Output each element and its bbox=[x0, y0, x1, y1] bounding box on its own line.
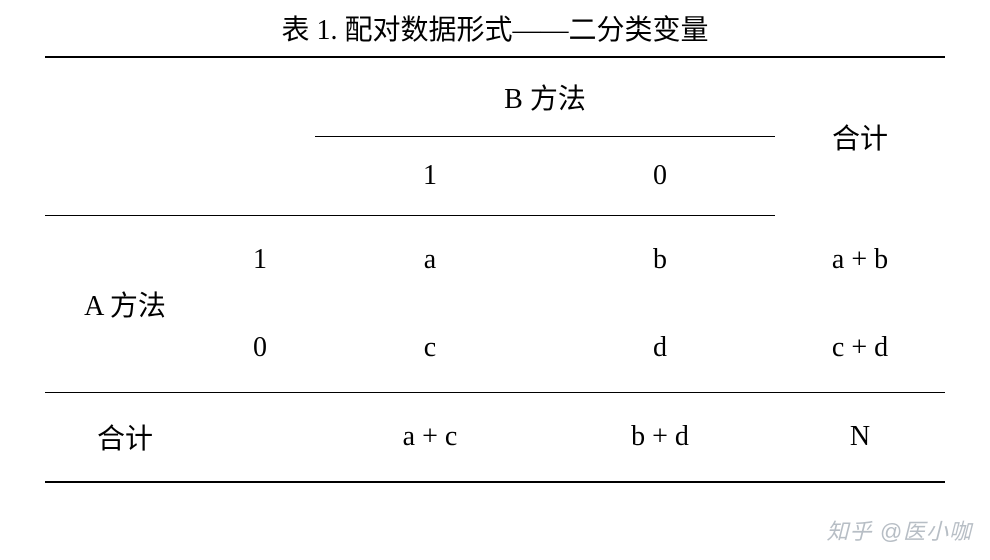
cell-c-plus-d: c + d bbox=[775, 304, 945, 393]
cell-c: c bbox=[315, 304, 545, 393]
blank-cell bbox=[45, 57, 205, 137]
blank-cell bbox=[205, 57, 315, 137]
row-header-a-zero: 0 bbox=[205, 304, 315, 393]
paired-data-table: B 方法 合计 1 0 A 方法 1 a b a + b 0 c d c + d… bbox=[45, 56, 945, 483]
col-header-b-zero: 0 bbox=[545, 137, 775, 216]
cell-a-plus-b: a + b bbox=[775, 216, 945, 305]
blank-cell bbox=[45, 137, 205, 216]
blank-cell bbox=[205, 393, 315, 483]
watermark-text: 知乎 @医小咖 bbox=[827, 514, 972, 546]
cell-b: b bbox=[545, 216, 775, 305]
cell-b-plus-d: b + d bbox=[545, 393, 775, 483]
cell-d: d bbox=[545, 304, 775, 393]
cell-a: a bbox=[315, 216, 545, 305]
cell-n: N bbox=[775, 393, 945, 483]
col-header-method-b: B 方法 bbox=[315, 57, 775, 137]
blank-cell bbox=[205, 137, 315, 216]
row-header-total: 合计 bbox=[45, 393, 205, 483]
cell-a-plus-c: a + c bbox=[315, 393, 545, 483]
table-caption: 表 1. 配对数据形式——二分类变量 bbox=[0, 0, 990, 56]
col-header-total: 合计 bbox=[775, 57, 945, 216]
col-header-b-one: 1 bbox=[315, 137, 545, 216]
row-header-method-a: A 方法 bbox=[45, 216, 205, 393]
row-header-a-one: 1 bbox=[205, 216, 315, 305]
